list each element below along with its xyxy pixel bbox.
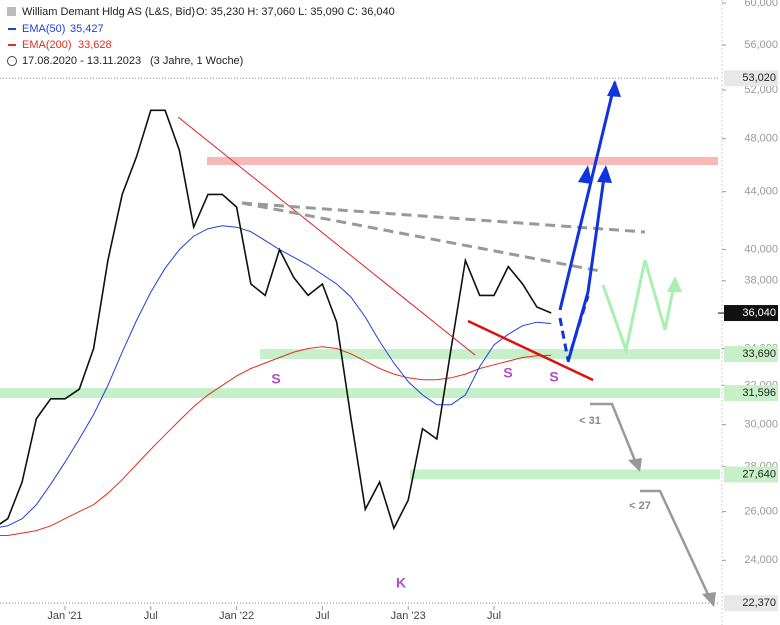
support-line <box>467 319 594 382</box>
header-range: 17.08.2020 - 13.11.2023 <box>22 55 141 67</box>
y-tick-label: 30,000 <box>744 419 778 431</box>
annotation: S <box>271 371 280 387</box>
annotation: S <box>503 365 512 381</box>
arrowhead <box>702 592 716 607</box>
x-tick-label: Jul <box>487 610 501 622</box>
header-period: (3 Jahre, 1 Woche) <box>150 55 243 67</box>
arrowhead <box>597 165 612 183</box>
y-tick-label: 24,000 <box>744 554 778 566</box>
x-tick-label: Jul <box>315 610 329 622</box>
support-band <box>260 349 720 360</box>
legend-value: 33,628 <box>78 39 112 51</box>
level-label-bg <box>724 595 778 612</box>
ema-line <box>0 225 552 528</box>
level-label-bg <box>724 385 778 402</box>
x-tick-label: Jan '21 <box>47 610 82 622</box>
last-price-bg <box>724 305 778 322</box>
trend-line <box>241 201 601 273</box>
level-label-bg <box>724 346 778 363</box>
level-label-bg <box>724 70 778 87</box>
y-tick-label: 26,000 <box>744 506 778 518</box>
annotation: < 31 <box>579 415 601 427</box>
annotation: S <box>549 369 558 385</box>
price-line <box>0 109 552 531</box>
arrow <box>590 402 640 469</box>
level-label: 22,370 <box>742 597 776 609</box>
icon <box>7 7 16 16</box>
support-band <box>410 469 720 480</box>
y-tick-label: 60,000 <box>744 0 778 9</box>
y-tick-label: 44,000 <box>744 186 778 198</box>
ema-line <box>0 346 552 536</box>
x-tick-label: Jul <box>144 610 158 622</box>
legend-value: 35,427 <box>70 23 104 35</box>
support-band <box>0 388 720 399</box>
level-label: 27,640 <box>742 468 776 480</box>
clock-icon <box>7 56 17 66</box>
arrowhead <box>628 458 642 472</box>
legend-label: EMA(200) <box>22 39 72 51</box>
y-tick-label: 40,000 <box>744 244 778 256</box>
level-label: 53,020 <box>742 72 776 84</box>
y-tick-label: 56,000 <box>744 39 778 51</box>
level-label-bg <box>724 466 778 483</box>
arrowhead <box>578 165 592 184</box>
x-tick-label: Jan '23 <box>391 610 426 622</box>
arrowhead <box>667 276 682 292</box>
last-price-label: 36,040 <box>742 307 776 319</box>
y-tick-label: 48,000 <box>744 133 778 145</box>
annotation: < 27 <box>629 500 651 512</box>
arrow <box>558 295 590 361</box>
header-bg <box>4 2 274 68</box>
y-tick-label: 38,000 <box>744 275 778 287</box>
scenario-path <box>601 259 677 356</box>
x-tick-label: Jan '22 <box>219 610 254 622</box>
arrowhead <box>607 80 621 97</box>
annotation: K <box>396 575 406 591</box>
trend-line <box>241 201 646 234</box>
header-title: William Demant Hldg AS (L&S, Bid) <box>22 6 195 18</box>
level-label: 33,690 <box>742 348 776 360</box>
level-label: 31,596 <box>742 387 776 399</box>
arrow <box>558 81 617 311</box>
legend-label: EMA(50) <box>22 23 65 35</box>
resistance-zone <box>207 157 718 165</box>
header-ohlc: O: 35,230 H: 37,060 L: 35,090 C: 36,040 <box>196 6 395 18</box>
y-tick-label: 52,000 <box>744 84 778 96</box>
trend-line <box>177 116 476 356</box>
arrow <box>640 489 714 604</box>
